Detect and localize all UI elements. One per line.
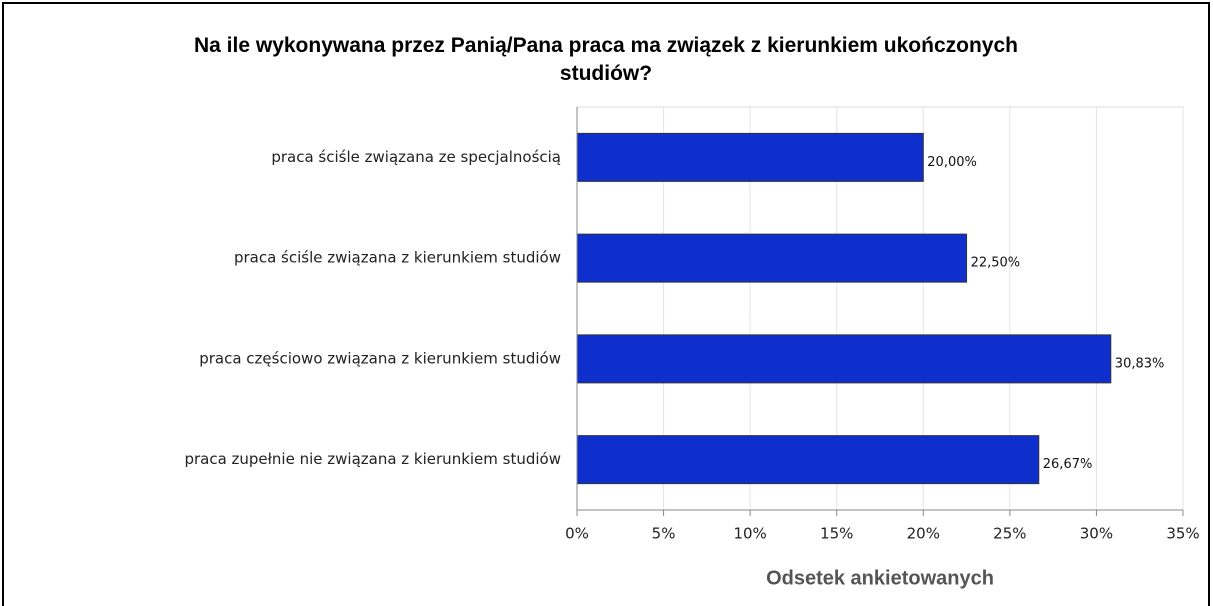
y-tick-label: praca ściśle związana ze specjalnością	[271, 148, 561, 166]
x-tick-label: 15%	[820, 525, 853, 543]
x-tick-label: 30%	[1080, 525, 1113, 543]
bar	[576, 233, 968, 283]
x-tick-label: 5%	[652, 525, 676, 543]
bar	[576, 334, 1112, 384]
y-tick-label: praca zupełnie nie związana z kierunkiem…	[184, 450, 561, 468]
x-tick-label: 20%	[907, 525, 940, 543]
value-label: 22,50%	[971, 256, 1021, 271]
y-tick-label: praca częściowo związana z kierunkiem st…	[199, 349, 561, 367]
x-tick-label: 0%	[565, 525, 589, 543]
value-label: 26,67%	[1043, 457, 1093, 472]
value-label: 20,00%	[927, 155, 977, 170]
bar	[576, 132, 924, 182]
value-label: 30,83%	[1115, 356, 1165, 371]
x-tick-label: 35%	[1166, 525, 1199, 543]
bar	[576, 435, 1040, 485]
chart-title: Na ile wykonywana przez Panią/Pana praca…	[194, 34, 1018, 85]
y-tick-label: praca ściśle związana z kierunkiem studi…	[234, 249, 561, 267]
x-tick-label: 10%	[733, 525, 766, 543]
x-axis-label: Odsetek ankietowanych	[766, 567, 994, 589]
x-tick-label: 25%	[993, 525, 1026, 543]
